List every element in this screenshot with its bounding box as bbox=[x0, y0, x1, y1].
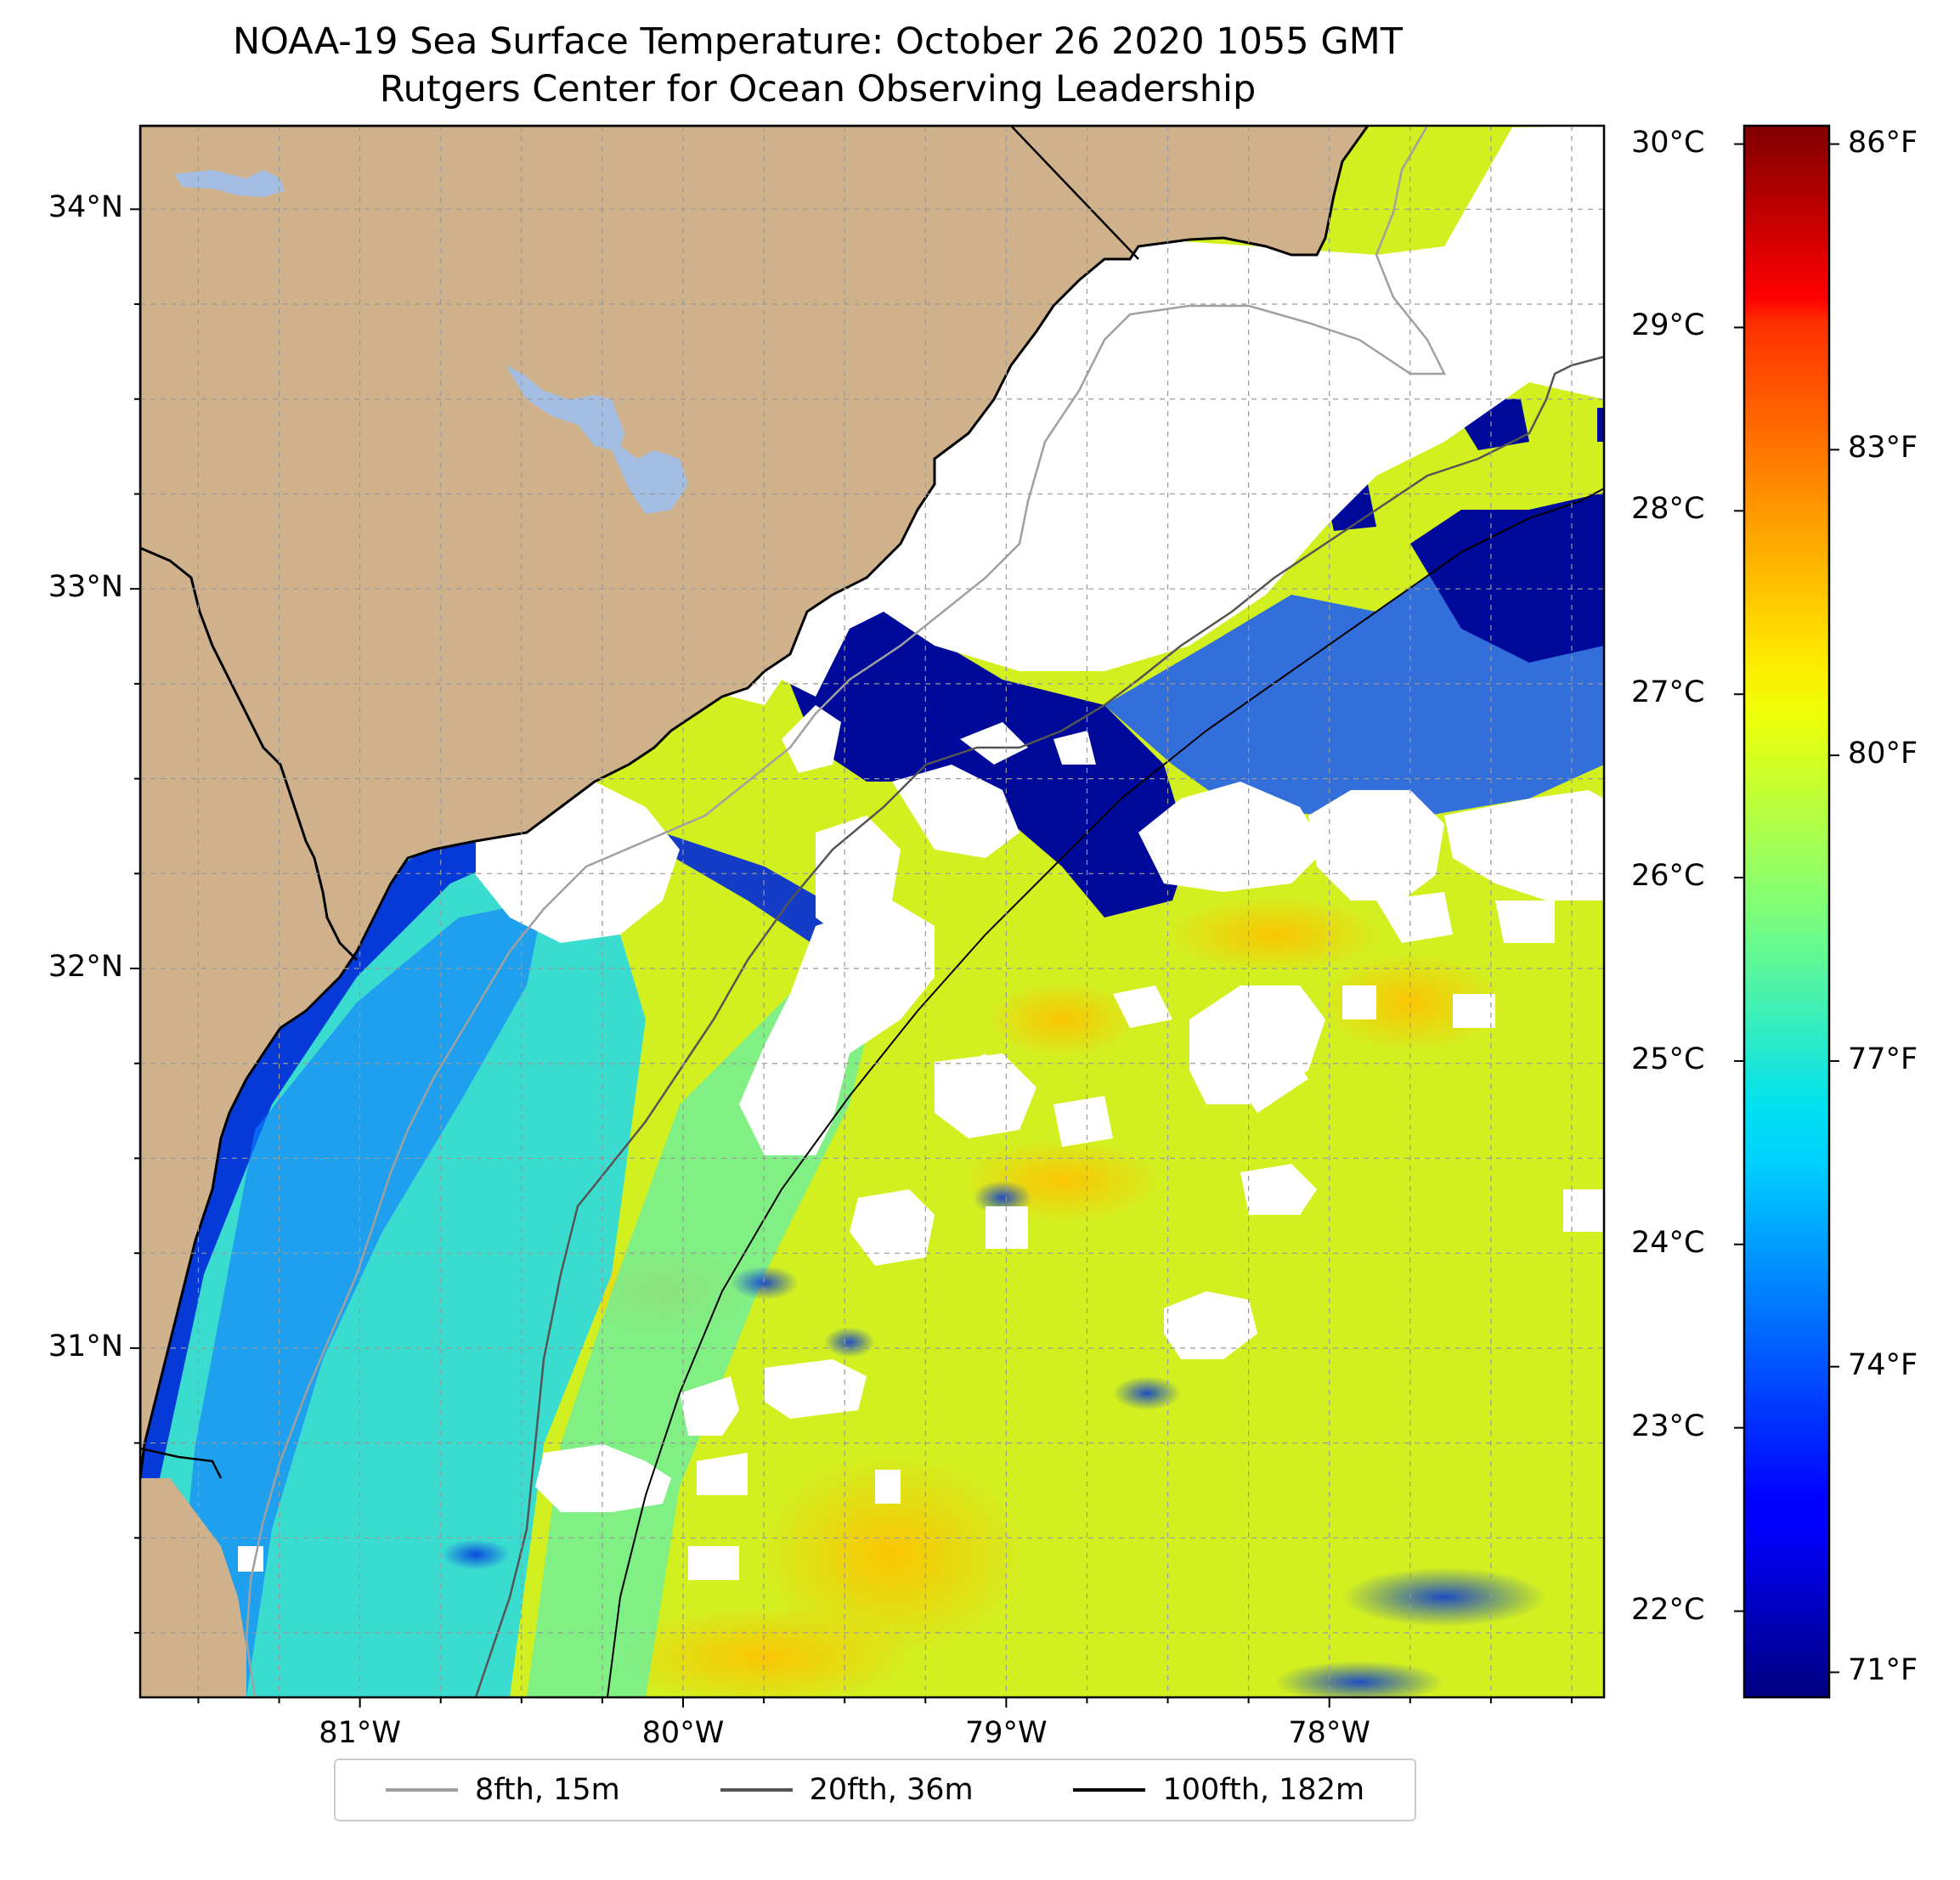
celsius-tick-label: 25°C bbox=[1631, 1042, 1705, 1076]
celsius-tick-label: 23°C bbox=[1631, 1409, 1705, 1443]
chart-subtitle: Rutgers Center for Ocean Observing Leade… bbox=[379, 68, 1257, 110]
isobath-100fth bbox=[607, 488, 1604, 1697]
legend-line-icon bbox=[1073, 1788, 1146, 1792]
fahrenheit-tick-label: 71°F bbox=[1848, 1653, 1918, 1688]
lon-tick-label: 78°W bbox=[1288, 1716, 1371, 1750]
land-mass bbox=[140, 126, 1370, 1479]
celsius-tick-label: 22°C bbox=[1631, 1592, 1705, 1627]
legend-label: 20fth, 36m bbox=[809, 1773, 974, 1807]
celsius-tick-label: 28°C bbox=[1631, 492, 1705, 527]
lon-tick-label: 80°W bbox=[641, 1716, 725, 1750]
lat-tick-label: 34°N bbox=[48, 190, 123, 225]
lon-tick-label: 81°W bbox=[319, 1716, 401, 1750]
fahrenheit-tick-label: 86°F bbox=[1848, 125, 1918, 160]
legend-label: 100fth, 182m bbox=[1162, 1773, 1365, 1807]
isobath-8fth bbox=[245, 126, 1447, 1697]
isobath-legend: 8fth, 15m 20fth, 36m 100fth, 182m bbox=[334, 1759, 1416, 1821]
celsius-tick-label: 29°C bbox=[1631, 308, 1705, 343]
lat-tick-label: 32°N bbox=[48, 950, 123, 985]
fahrenheit-tick-label: 80°F bbox=[1848, 737, 1918, 771]
lon-tick-label: 79°W bbox=[965, 1716, 1048, 1750]
isobath-20fth bbox=[474, 355, 1604, 1697]
legend-line-icon bbox=[720, 1788, 793, 1792]
legend-line-icon bbox=[385, 1788, 458, 1792]
celsius-tick-label: 27°C bbox=[1631, 675, 1705, 710]
gridlines bbox=[140, 126, 1604, 1697]
lat-tick-label: 31°N bbox=[48, 1329, 123, 1363]
legend-item-100fth: 100fth, 182m bbox=[1073, 1773, 1364, 1807]
fahrenheit-tick-label: 77°F bbox=[1848, 1042, 1918, 1076]
fahrenheit-tick-label: 74°F bbox=[1848, 1347, 1918, 1382]
legend-item-8fth: 8fth, 15m bbox=[385, 1773, 620, 1807]
legend-label: 8fth, 15m bbox=[474, 1773, 620, 1807]
legend-item-20fth: 20fth, 36m bbox=[720, 1773, 974, 1807]
map-frame bbox=[138, 124, 1606, 1699]
celsius-tick-label: 30°C bbox=[1631, 125, 1705, 160]
colorbar bbox=[1743, 124, 1831, 1699]
celsius-tick-label: 26°C bbox=[1631, 859, 1705, 894]
celsius-tick-label: 24°C bbox=[1631, 1225, 1705, 1260]
fahrenheit-tick-label: 83°F bbox=[1848, 431, 1918, 466]
lat-tick-label: 33°N bbox=[48, 570, 123, 605]
chart-title: NOAA-19 Sea Surface Temperature: October… bbox=[232, 20, 1404, 63]
